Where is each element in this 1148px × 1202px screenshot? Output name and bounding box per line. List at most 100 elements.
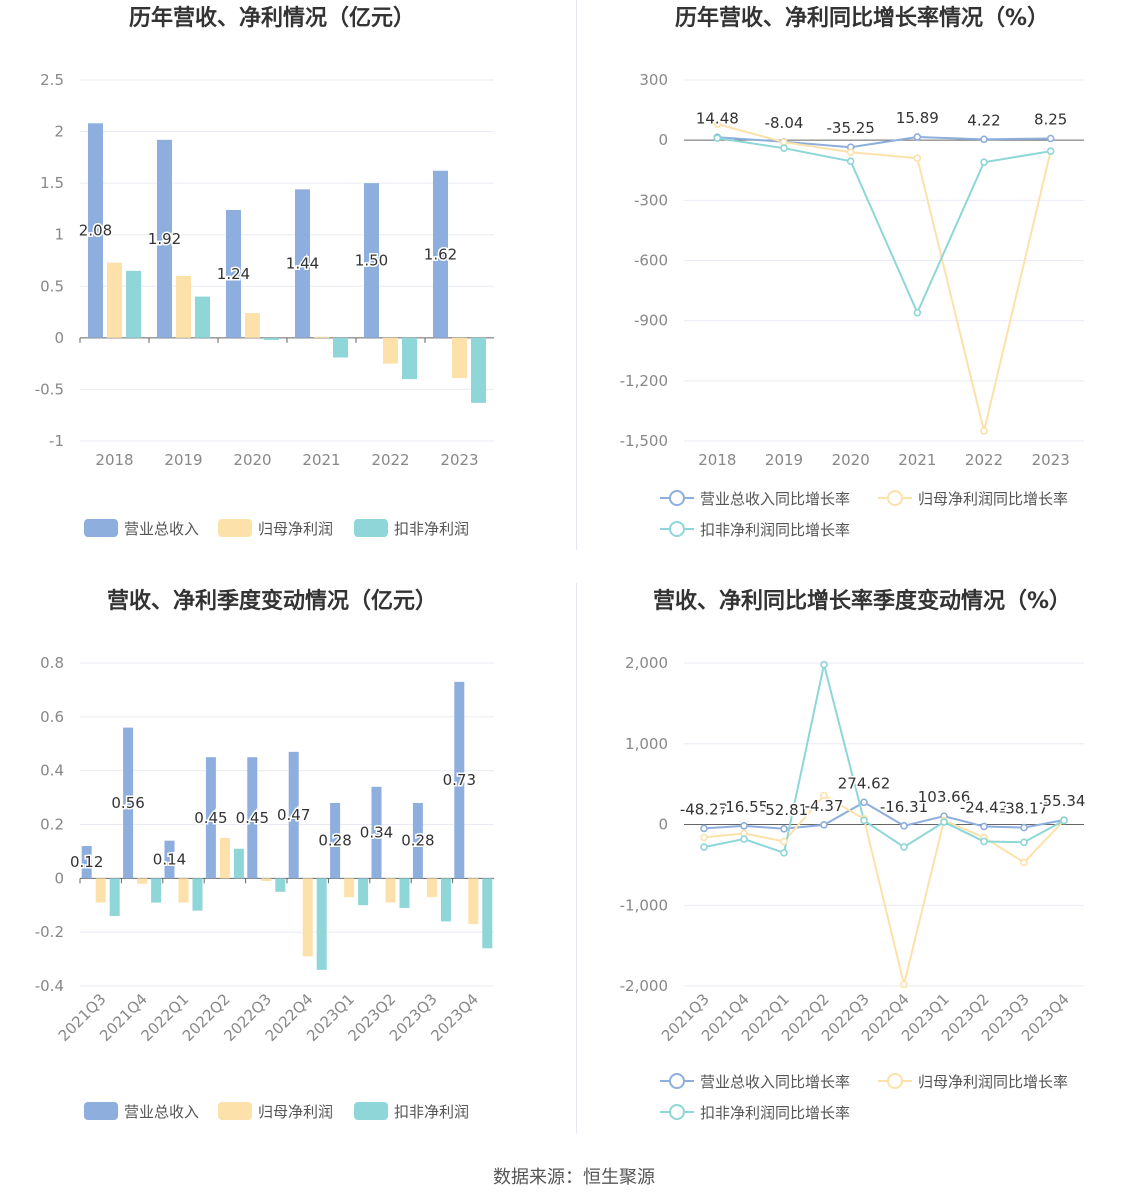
bar-revenue [226, 209, 241, 338]
legend-swatch-marker [669, 1073, 685, 1089]
bar-revenue [371, 786, 382, 879]
quarterly-revenue-profit-svg: 营收、净利季度变动情况（亿元）0.80.60.40.20-0.2-0.42021… [35, 588, 494, 1121]
bar-revenue [81, 846, 92, 879]
line-point [713, 134, 722, 142]
bar-deducted-profit [316, 878, 327, 970]
point-data-label: 14.48 [696, 109, 739, 127]
bar-revenue [288, 751, 299, 879]
bar-revenue [433, 170, 448, 338]
line-point [780, 837, 788, 846]
bar-net-profit [383, 337, 398, 364]
point-data-label: 103.66 [918, 788, 971, 806]
bar-revenue [454, 681, 465, 879]
panel-divider-top [576, 0, 577, 550]
point-data-label: 274.62 [838, 774, 891, 792]
x-tick-label: 2018 [698, 451, 736, 469]
bar-deducted-profit [109, 878, 120, 917]
x-tick-label: 2023 [1032, 451, 1070, 469]
legend-label: 扣非净利润同比增长率 [700, 521, 850, 539]
bar-deducted-profit [192, 878, 203, 911]
point-data-label: -4.37 [805, 797, 844, 815]
y-tick-label: 2.5 [40, 71, 64, 89]
line-point [900, 822, 908, 830]
line-point [860, 798, 868, 807]
bar-net-profit [385, 878, 396, 903]
quarterly-revenue-profit-chart: 营收、净利季度变动情况（亿元） 0.8 0.6 0.4 0.2 0 -0.2 -0.4 2021… [0, 583, 574, 1166]
point-data-label: 15.89 [896, 109, 939, 127]
legend-swatch [354, 1102, 388, 1120]
bar-data-label: 0.73 [443, 771, 476, 789]
y-tick-label: 1.5 [40, 174, 64, 192]
bar-revenue [205, 757, 216, 879]
line-point [700, 833, 708, 842]
bar-net-profit [261, 878, 272, 882]
point-data-label: 8.25 [1034, 111, 1067, 129]
y-tick-label: 0 [54, 869, 64, 887]
y-tick-label: 2,000 [625, 654, 668, 672]
line-point [860, 816, 868, 825]
bar-net-profit [452, 337, 467, 379]
line-deducted-profit-growth [717, 137, 1051, 316]
bar-revenue [88, 123, 103, 338]
point-data-label: 4.22 [967, 111, 1000, 129]
line-point [700, 843, 708, 851]
x-tick-label: 2022 [371, 451, 409, 469]
line-point [1046, 147, 1055, 155]
bar-revenue [412, 802, 423, 879]
bar-deducted-profit [126, 270, 141, 338]
line-point [740, 835, 748, 843]
bar-net-profit [245, 313, 260, 338]
bar-deducted-profit [151, 878, 162, 903]
y-tick-label: -2,000 [620, 977, 668, 995]
bar-net-profit [468, 878, 479, 925]
y-tick-label: 0.8 [40, 654, 64, 672]
point-data-label: -16.31 [880, 798, 928, 816]
legend-label: 营业总收入 [124, 520, 199, 538]
point-data-label: 55.34 [1043, 792, 1086, 810]
bar-revenue [123, 727, 134, 879]
legend-swatch [218, 1102, 252, 1120]
y-tick-label: -300 [634, 191, 668, 209]
bar-net-profit [95, 878, 106, 903]
bar-revenue [164, 840, 175, 879]
bar-revenue [330, 802, 341, 879]
bar-deducted-profit [440, 878, 451, 922]
bar-deducted-profit [195, 296, 210, 338]
bar-net-profit [302, 878, 313, 957]
line-point [913, 133, 922, 141]
bar-data-label: 2.08 [79, 222, 112, 240]
bar-data-label: 1.62 [424, 245, 457, 263]
chart-title: 历年营收、净利情况（亿元） [129, 5, 415, 31]
bar-data-label: 0.34 [360, 824, 393, 842]
point-data-label: -38.17 [1000, 800, 1048, 818]
legend-label: 归母净利润同比增长率 [918, 1073, 1068, 1091]
legend-swatch [84, 519, 118, 537]
line-point [1020, 858, 1028, 867]
x-tick-label: 2019 [765, 451, 803, 469]
data-source-note: 数据来源：恒生聚源 [493, 1167, 655, 1188]
legend-label: 扣非净利润同比增长率 [700, 1104, 850, 1122]
line-point [980, 135, 988, 144]
x-tick-label: 2019 [164, 451, 202, 469]
x-tick-label: 2021 [898, 451, 936, 469]
y-tick-label: -1,500 [620, 432, 668, 450]
y-tick-label: -1 [49, 432, 64, 450]
y-tick-label: 0 [658, 131, 668, 149]
point-data-label: -52.81 [760, 801, 808, 819]
legend-swatch-marker [887, 490, 903, 506]
bar-data-label: 1.24 [217, 265, 250, 283]
x-tick-label: 2021 [302, 451, 340, 469]
bar-revenue [364, 183, 379, 338]
bar-deducted-profit [399, 878, 410, 908]
line-point [1020, 823, 1028, 832]
y-tick-label: 0 [54, 329, 64, 347]
line-point [1046, 134, 1055, 143]
line-point [980, 158, 988, 167]
bar-data-label: 0.28 [318, 832, 351, 850]
line-point [900, 980, 908, 989]
bar-deducted-profit [264, 337, 279, 340]
line-point [820, 821, 828, 829]
y-tick-label: -0.4 [35, 977, 64, 995]
bar-data-label: 0.45 [236, 809, 269, 827]
y-tick-label: 2 [54, 123, 64, 141]
